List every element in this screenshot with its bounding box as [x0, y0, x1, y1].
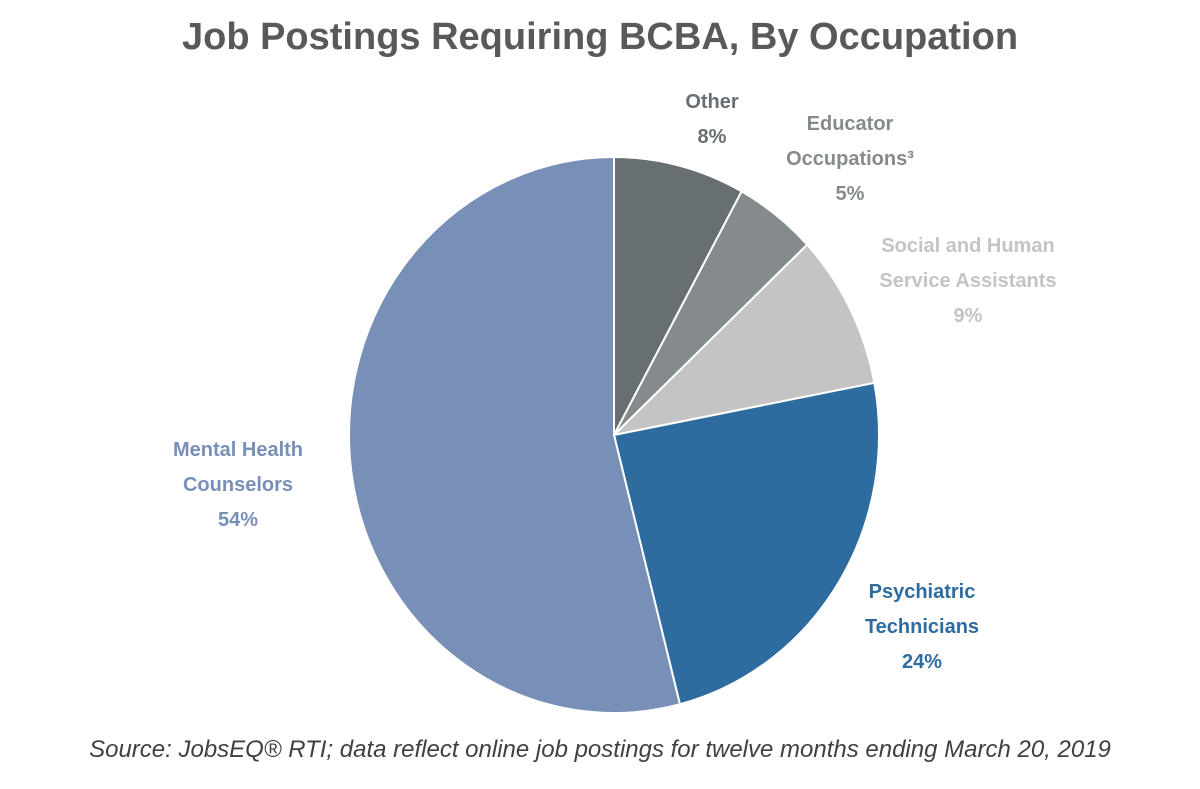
source-note: Source: JobsEQ® RTI; data reflect online… [89, 736, 1111, 763]
category-label-line: Occupations³ [786, 148, 914, 170]
category-label-line: Psychiatric [869, 581, 976, 603]
pie-slices [348, 155, 880, 714]
chart-title: Job Postings Requiring BCBA, By Occupati… [181, 16, 1019, 58]
slice-mental-health-counselors [348, 155, 682, 714]
category-label-line: Service Assistants [879, 270, 1056, 292]
value-label: 24% [902, 651, 942, 673]
label-psychiatric-technicians: Psychiatric Technicians 24% [865, 581, 979, 673]
value-label: 9% [954, 305, 983, 327]
slice-psychiatric-technicians [612, 381, 880, 706]
category-label-line: Other [685, 91, 739, 113]
value-label: 8% [698, 126, 727, 148]
value-label: 5% [836, 183, 865, 205]
category-label-line: Technicians [865, 616, 979, 638]
category-label-line: Social and Human [881, 235, 1054, 257]
value-label: 54% [218, 509, 258, 531]
category-label-line: Educator [807, 113, 894, 135]
category-label-line: Mental Health [173, 439, 303, 461]
slice-social-human-service [610, 243, 876, 437]
slice-other [613, 155, 743, 436]
category-label-line: Counselors [183, 474, 293, 496]
pie-labels: Other 8% Educator Occupations³ 5% Social and … [173, 91, 1057, 673]
label-social-human-service: Social and Human Service Assistants 9% [879, 235, 1056, 327]
label-mental-health-counselors: Mental Health Counselors 54% [173, 439, 303, 531]
label-other: Other 8% [685, 91, 739, 148]
label-educator: Educator Occupations³ 5% [786, 113, 914, 205]
